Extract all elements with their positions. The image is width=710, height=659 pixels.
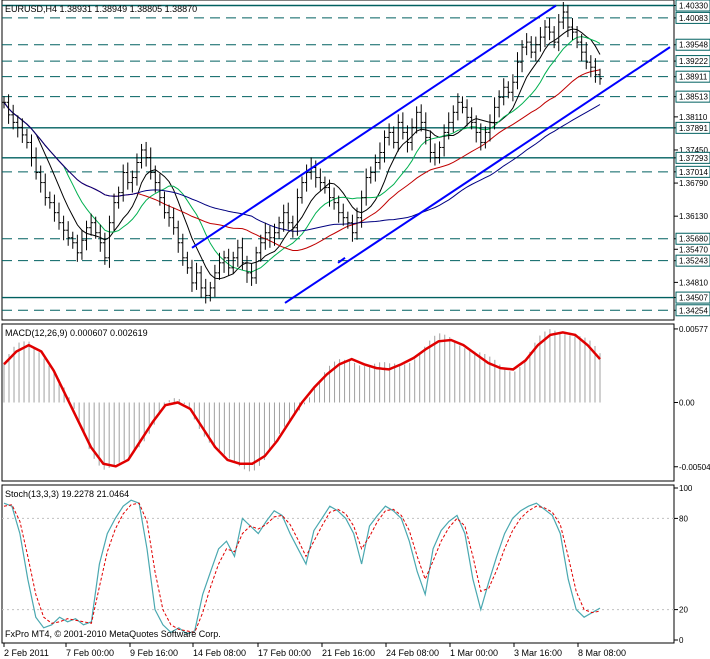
- price-tick-label: 1.39548: [679, 41, 708, 50]
- macd-tick-label: -0.00504: [679, 463, 710, 472]
- main-header: EURUSD,H4 1.38931 1.38949 1.38805 1.3887…: [5, 4, 197, 14]
- price-tick-label: 1.37450: [679, 146, 708, 155]
- price-label-box: [675, 165, 710, 178]
- price-label-box: [675, 0, 710, 12]
- channel-lower-line: [284, 46, 671, 304]
- stoch-main-line: [3, 499, 601, 635]
- macd-signal-line: [3, 331, 601, 468]
- price-axis: 1.40330 1.40083 1.39548 1.39222 1.38911 1.385…: [674, 0, 710, 317]
- moving-average-line: [3, 36, 601, 273]
- price-tick-label: 1.36130: [679, 212, 708, 221]
- channel-upper-line: [191, 4, 557, 249]
- price-tick-label: 1.38911: [679, 73, 708, 82]
- price-tick-label: 1.35680: [679, 235, 708, 244]
- price-tick-label: 1.34254: [679, 306, 708, 315]
- price-tick-label: 1.34810: [679, 278, 708, 287]
- stoch-tick-label: 20: [679, 606, 688, 615]
- price-label-box: [675, 90, 710, 103]
- moving-average-line: [3, 69, 601, 251]
- time-tick-label: 7 Feb 00:00: [66, 648, 114, 658]
- price-tick-label: 1.35470: [679, 245, 708, 254]
- stoch-tick-label: 0: [679, 636, 684, 645]
- stoch-tick-label: 80: [679, 514, 688, 523]
- macd-panel-frame: [1, 323, 675, 482]
- stoch-tick-label: 100: [679, 484, 693, 493]
- price-tick-label: 1.38110: [679, 113, 708, 122]
- price-bars: [2, 2, 602, 304]
- time-tick-label: 9 Feb 16:00: [130, 648, 178, 658]
- moving-averages: [3, 28, 601, 280]
- price-label-box: [675, 304, 710, 317]
- price-label-box: [675, 38, 710, 51]
- price-tick-label: 1.35243: [679, 257, 708, 266]
- time-axis: 2 Feb 2011 7 Feb 00:00 9 Feb 16:00 14 Feb 0…: [3, 643, 626, 658]
- price-label-box: [675, 70, 710, 83]
- time-tick-label: 2 Feb 2011: [4, 648, 49, 658]
- price-label-box: [675, 11, 710, 24]
- stoch-header: Stoch(13,3,3) 19.2278 21.0464: [5, 489, 129, 499]
- price-label-box: [675, 291, 710, 304]
- macd-header: MACD(12,26,9) 0.000607 0.002619: [5, 328, 148, 338]
- price-label-box: [675, 232, 710, 245]
- price-tick-label: 1.37293: [679, 154, 708, 163]
- time-tick-label: 21 Feb 16:00: [322, 648, 375, 658]
- price-label-box: [675, 254, 710, 267]
- price-tick-label: 1.39222: [679, 57, 708, 66]
- time-tick-label: 17 Feb 00:00: [258, 648, 311, 658]
- price-tick-label: 1.34507: [679, 294, 708, 303]
- time-tick-label: 8 Mar 08:00: [578, 648, 626, 658]
- channel-anchor: [337, 256, 346, 264]
- price-tick-label: 1.40330: [679, 2, 708, 11]
- macd-tick-label: 0.00: [679, 399, 695, 408]
- price-label-box: [675, 121, 710, 134]
- stoch-panel-frame: [1, 484, 675, 644]
- copyright-label: FxPro MT4, © 2001-2010 MetaQuotes Softwa…: [5, 629, 221, 639]
- time-tick-label: 24 Feb 08:00: [386, 648, 439, 658]
- price-tick-label: 1.40083: [679, 14, 708, 23]
- price-label-box: [675, 55, 710, 68]
- moving-average-line: [3, 102, 601, 232]
- price-tick-label: 1.36790: [679, 179, 708, 188]
- price-label-box: [675, 151, 710, 164]
- horizontal-levels: [2, 4, 674, 311]
- price-tick-label: 1.38513: [679, 93, 708, 102]
- stoch-plot: 100 80 20 0: [2, 484, 693, 645]
- time-tick-label: 3 Mar 16:00: [514, 648, 562, 658]
- time-tick-label: 14 Feb 08:00: [193, 648, 246, 658]
- stoch-signal-line: [3, 502, 601, 633]
- trend-channel: [191, 4, 671, 304]
- time-tick-label: 1 Mar 00:00: [450, 648, 498, 658]
- macd-plot: 0.00577 0.00 -0.00504: [3, 325, 710, 472]
- main-panel-frame: [1, 0, 675, 321]
- macd-tick-label: 0.00577: [679, 325, 708, 334]
- price-tick-label: 1.37891: [679, 124, 708, 133]
- price-tick-label: 1.37014: [679, 168, 708, 177]
